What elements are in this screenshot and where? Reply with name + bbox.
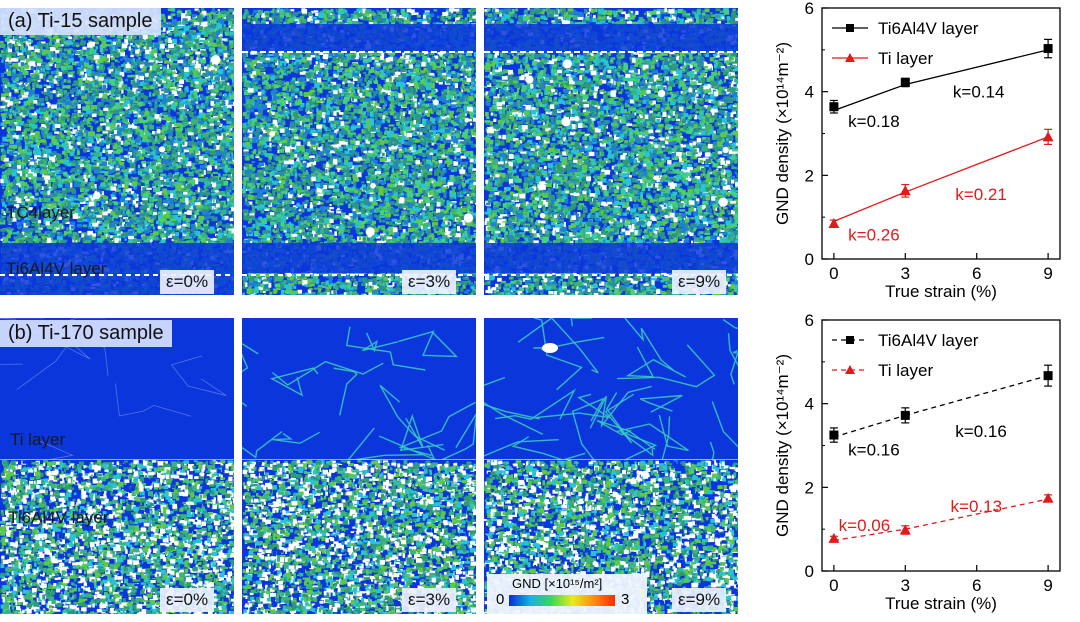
legend-marker-1	[845, 53, 855, 62]
y-tick-label-0: 0	[805, 250, 814, 269]
series-0-fit-segment-2	[905, 49, 1049, 86]
panel-b-layer-label-top: Ti layer	[10, 430, 65, 450]
series-0-point-2	[1043, 371, 1053, 381]
series-0-fit-segment-2	[905, 375, 1049, 417]
x-tick-label-2: 6	[972, 264, 981, 283]
map-b-strain-9	[484, 318, 738, 614]
panel-a-strain-3-label: ε=3%	[402, 270, 457, 294]
colorbar-gradient	[509, 595, 615, 606]
x-tick-label-2: 6	[972, 576, 981, 595]
series-0-fit-segment-1	[833, 83, 906, 112]
series-1-point-2	[1042, 492, 1054, 503]
y-tick-label-2: 4	[805, 395, 814, 414]
panel-a-layer-label-bottom: Ti6Al4V layer	[6, 259, 106, 279]
y-axis-label: GND density (×10¹⁴m⁻²)	[773, 354, 792, 537]
series-1-fit-segment-1	[833, 528, 906, 542]
y-tick-label-1: 2	[805, 478, 814, 497]
x-axis-label: True strain (%)	[885, 594, 997, 613]
colorbar-title: GND [×10¹⁵/m²]	[512, 576, 602, 591]
panel-a-strain-0-label: ε=0%	[160, 270, 215, 294]
panel-b-strain-0-label: ε=0%	[160, 588, 215, 612]
series-1-point-2	[1042, 131, 1054, 142]
series-1-point-1	[899, 524, 911, 535]
x-tick-label-0: 0	[829, 264, 838, 283]
slope-annotation-1: k=0.16	[848, 441, 900, 460]
slope-annotation-0: k=0.14	[953, 83, 1005, 102]
slope-annotation-2: k=0.13	[951, 497, 1003, 516]
map-a-strain-0	[0, 8, 234, 295]
series-0-point-0	[829, 430, 839, 440]
series-0-point-0	[829, 102, 839, 112]
series-0-point-1	[900, 410, 910, 420]
y-tick-label-3: 6	[805, 0, 814, 18]
legend-label-1: Ti layer	[878, 49, 933, 68]
x-tick-label-1: 3	[901, 576, 910, 595]
map-a-strain-3	[242, 8, 476, 295]
panel-a-label: (a) Ti-15 sample	[0, 8, 161, 35]
series-1-fit-segment-2	[905, 136, 1049, 193]
panel-b-label: (b) Ti-170 sample	[0, 320, 172, 347]
series-0-point-1	[900, 77, 910, 87]
slope-annotation-0: k=0.16	[955, 422, 1007, 441]
map-a-strain-9	[484, 8, 738, 295]
panel-a-layer-label-top: TC4layer	[6, 203, 75, 223]
y-axis-label: GND density (×10¹⁴m⁻²)	[773, 42, 792, 225]
legend-marker-0	[846, 336, 854, 344]
colorbar-max-label: 3	[621, 591, 629, 608]
series-0-fit-segment-1	[833, 414, 906, 438]
map-b-strain-0	[0, 318, 234, 614]
x-axis-label: True strain (%)	[885, 282, 997, 301]
colorbar-min-label: 0	[496, 591, 504, 608]
map-b-strain-3	[242, 318, 476, 614]
slope-annotation-3: k=0.06	[839, 516, 891, 535]
y-tick-label-0: 0	[805, 562, 814, 581]
slope-annotation-3: k=0.26	[848, 226, 900, 245]
x-tick-label-3: 9	[1043, 576, 1052, 595]
panel-b-layer-label-bottom: Ti6Al4V layer	[8, 508, 108, 528]
series-1-point-0	[828, 217, 840, 228]
series-1-fit-segment-2	[905, 498, 1049, 530]
panel-b-strain-3-label: ε=3%	[402, 588, 457, 612]
legend-label-0: Ti6Al4V layer	[878, 331, 979, 350]
legend-marker-0	[846, 24, 854, 32]
y-tick-label-2: 4	[805, 83, 814, 102]
legend-label-0: Ti6Al4V layer	[878, 19, 979, 38]
x-tick-label-1: 3	[901, 264, 910, 283]
slope-annotation-2: k=0.21	[955, 185, 1007, 204]
series-0-point-2	[1043, 44, 1053, 54]
series-1-point-1	[899, 185, 911, 196]
panel-b-strain-9-label: ε=9%	[672, 588, 727, 612]
legend-marker-1	[845, 365, 855, 374]
series-1-point-0	[828, 532, 840, 543]
panel-a-strain-9-label: ε=9%	[672, 270, 727, 294]
series-1-fit-segment-1	[833, 191, 906, 222]
y-tick-label-3: 6	[805, 312, 814, 330]
legend-label-1: Ti layer	[878, 361, 933, 380]
gnd-colorbar: GND [×10¹⁵/m²] 0 3	[487, 574, 647, 614]
plot-frame	[821, 7, 1061, 260]
x-tick-label-3: 9	[1043, 264, 1052, 283]
y-tick-label-1: 2	[805, 166, 814, 185]
slope-annotation-1: k=0.18	[848, 112, 900, 131]
x-tick-label-0: 0	[829, 576, 838, 595]
